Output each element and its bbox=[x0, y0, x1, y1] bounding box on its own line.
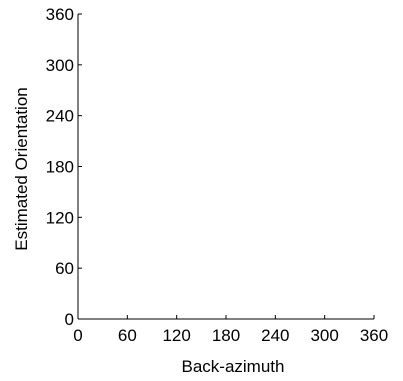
y-ticks: 0 60 120 180 240 300 360 bbox=[46, 5, 82, 329]
y-tick-label: 360 bbox=[46, 5, 74, 24]
x-tick-label: 120 bbox=[162, 326, 190, 345]
y-tick-label: 240 bbox=[46, 107, 74, 126]
y-axis-label: Estimated Orientation bbox=[12, 87, 31, 250]
x-tick-label: 60 bbox=[118, 326, 137, 345]
x-ticks: 0 60 120 180 240 300 360 bbox=[73, 315, 388, 345]
y-tick-label: 0 bbox=[65, 310, 74, 329]
x-tick-label: 180 bbox=[212, 326, 240, 345]
y-tick-label: 180 bbox=[46, 158, 74, 177]
x-axis-label: Back-azimuth bbox=[182, 357, 285, 376]
x-tick-label: 240 bbox=[261, 326, 289, 345]
x-tick-label: 360 bbox=[360, 326, 388, 345]
x-tick-label: 300 bbox=[310, 326, 338, 345]
y-tick-label: 60 bbox=[55, 259, 74, 278]
x-tick-label: 0 bbox=[73, 326, 82, 345]
y-tick-label: 120 bbox=[46, 208, 74, 227]
y-tick-label: 300 bbox=[46, 56, 74, 75]
